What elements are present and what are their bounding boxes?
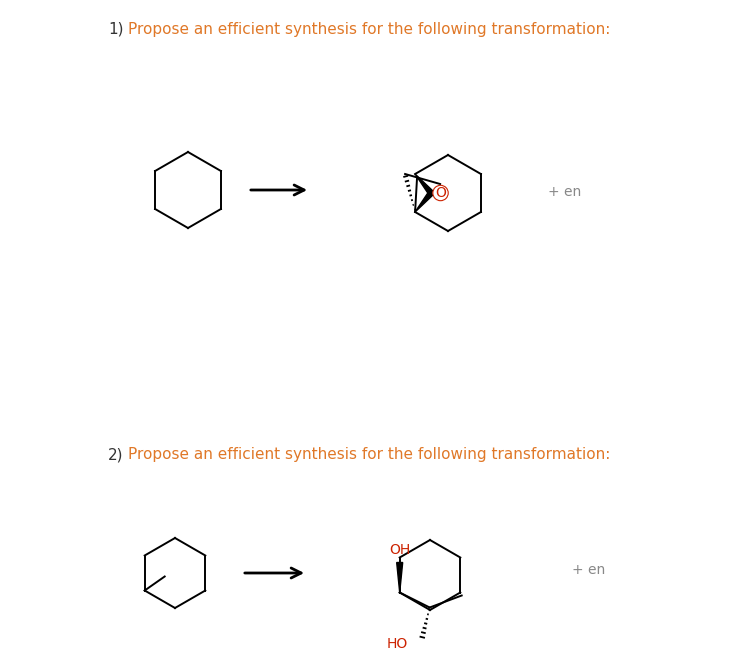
- Polygon shape: [397, 562, 403, 592]
- Polygon shape: [415, 191, 433, 212]
- Text: O: O: [435, 186, 446, 200]
- Text: 1): 1): [108, 22, 123, 37]
- Text: Propose an efficient synthesis for the following transformation:: Propose an efficient synthesis for the f…: [128, 447, 610, 462]
- Polygon shape: [415, 174, 433, 195]
- Text: HO: HO: [387, 637, 407, 652]
- Text: OH: OH: [389, 544, 410, 558]
- Text: 2): 2): [108, 447, 123, 462]
- Text: + en: + en: [548, 185, 582, 199]
- Text: Propose an efficient synthesis for the following transformation:: Propose an efficient synthesis for the f…: [128, 22, 610, 37]
- Text: + en: + en: [572, 563, 605, 577]
